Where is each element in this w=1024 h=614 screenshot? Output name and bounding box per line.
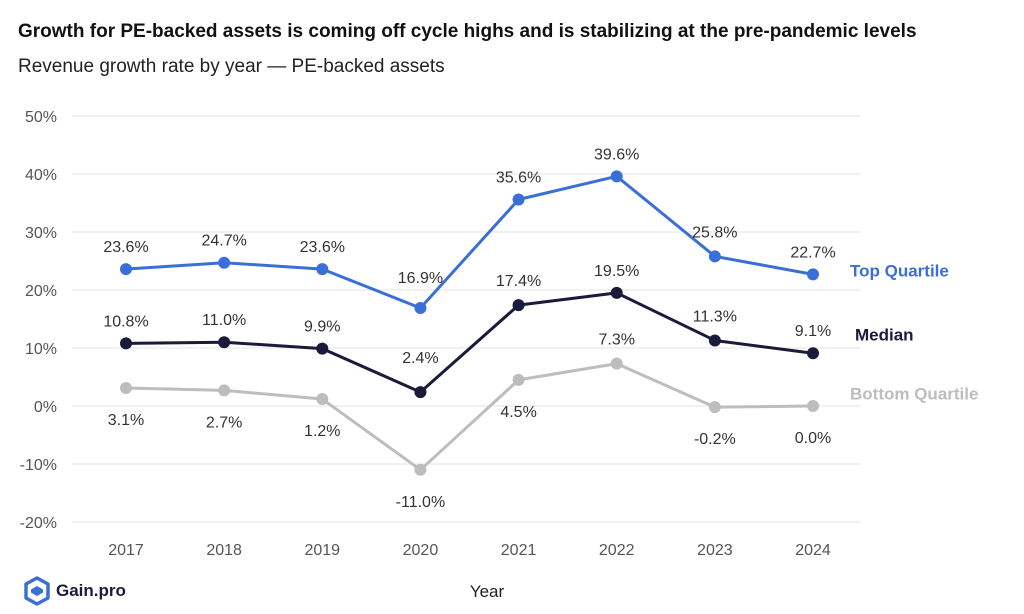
data-label: 10.8% [103,313,148,330]
y-tick-label: 0% [34,399,57,416]
chart-title: Growth for PE-backed assets is coming of… [18,21,917,42]
x-tick-label: 2019 [304,542,340,559]
y-tick-label: 50% [25,109,57,126]
data-label: 3.1% [108,412,144,429]
data-label: 1.2% [304,423,340,440]
data-point [218,256,231,269]
data-label: 9.1% [795,323,831,340]
data-point [807,347,819,360]
data-label: 22.7% [790,244,835,261]
brand-name: Gain.pro [56,581,126,600]
data-label: 19.5% [594,263,639,280]
data-label: 17.4% [496,273,541,290]
data-label: 11.3% [693,308,737,325]
data-label: 9.9% [304,319,340,336]
data-point [512,373,525,386]
y-tick-label: 20% [25,283,57,300]
data-point [610,170,623,183]
data-label: 23.6% [300,239,345,256]
data-label: 16.9% [398,270,443,287]
data-label: 35.6% [496,170,541,187]
brand-footer: Gain.pro [24,576,126,606]
data-point [316,393,329,406]
data-point [316,263,329,276]
x-tick-label: 2024 [795,542,831,559]
y-tick-label: 10% [25,341,57,358]
data-point [708,401,721,414]
data-point [414,301,427,314]
data-label: 11.0% [202,312,246,329]
data-label: 2.7% [206,414,242,431]
y-tick-label: -10% [20,457,57,474]
series-name-label: Bottom Quartile [850,384,978,403]
y-tick-label: -20% [20,515,57,532]
data-point [610,357,623,370]
x-tick-label: 2021 [501,542,537,559]
data-point [708,250,721,263]
data-point [512,193,525,206]
data-label: -0.2% [694,431,736,448]
chart-subtitle: Revenue growth rate by year — PE-backed … [18,56,445,77]
data-label: 7.3% [598,332,634,349]
data-point [120,263,132,276]
data-label: 2.4% [402,350,438,367]
x-tick-label: 2022 [599,542,635,559]
x-tick-label: 2018 [206,542,242,559]
y-tick-label: 30% [25,225,57,242]
series-line-median [125,291,814,394]
data-point [218,336,231,349]
data-label: 0.0% [795,430,831,447]
data-point [120,337,132,350]
data-label: 4.5% [500,404,536,421]
x-tick-label: 2020 [403,542,439,559]
data-point [512,299,525,312]
data-label: 24.7% [201,233,246,250]
x-tick-label: 2023 [697,542,733,559]
data-label: 25.8% [692,224,737,241]
series-line-top-quartile [125,174,814,310]
data-point [218,384,231,397]
data-label: -11.0% [396,494,446,511]
data-point [316,342,329,355]
data-point [807,268,819,281]
y-tick-label: 40% [25,167,57,184]
series-line-bottom-quartile [125,362,814,472]
data-label: 23.6% [103,239,148,256]
data-label: 39.6% [594,146,639,163]
data-point [708,334,721,347]
data-point [414,386,427,399]
data-point [414,463,427,476]
gain-pro-logo-icon [24,576,50,606]
series-name-label: Top Quartile [850,261,949,280]
data-point [120,382,132,395]
data-point [807,400,819,412]
x-tick-label: 2017 [108,542,144,559]
x-axis-label: Year [470,582,505,601]
data-point [610,286,623,299]
series-name-label: Median [855,326,914,345]
